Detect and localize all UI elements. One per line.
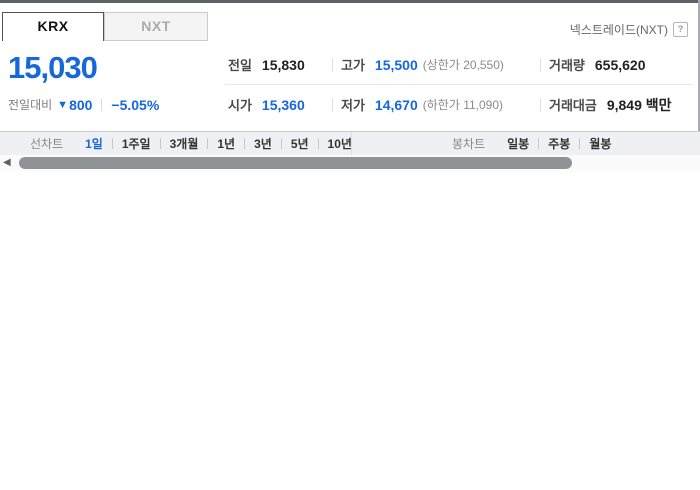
cell-value: 14,670 [374,96,418,113]
price-change-row: 전일대비 ▼ 800 −5.05% [8,96,159,113]
cell-prev-close: 전일 15,830 [225,45,332,84]
cell-volume: 거래량 655,620 [540,45,693,84]
chart-horizontal-scrollbar: ◀ [0,155,700,172]
divider [159,138,161,149]
cell-open: 시가 15,360 [225,85,332,124]
help-icon[interactable]: ? [673,22,688,37]
tab-krx[interactable]: KRX [2,12,104,41]
cell-value: 15,830 [261,56,305,73]
period-1day[interactable]: 1일 [85,137,103,151]
period-daily-candle[interactable]: 일봉 [507,137,530,151]
divider [111,138,113,149]
nextrade-label: 넥스트레이드(NXT) [569,23,668,37]
change-value: 800 [69,96,93,113]
line-chart-label: 선차트 [30,137,64,151]
upper-limit-note: (상한가 20,550) [422,58,504,72]
cell-trade-value: 거래대금 9,849 백만 [540,85,693,124]
down-arrow-icon: ▼ [57,98,69,111]
period-5year[interactable]: 5년 [290,137,309,151]
cell-label: 전일 [228,58,252,73]
change-percent: −5.05% [111,96,160,113]
cell-label: 거래대금 [549,98,597,113]
cell-label: 고가 [341,58,365,73]
table-row: 시가 15,360 저가 14,670 (하한가 11,090) 거래대금 9,… [225,84,693,124]
period-10year[interactable]: 10년 [327,137,352,151]
tab-nxt[interactable]: NXT [104,12,208,41]
candle-chart-group: 봉차트 일봉 주봉 월봉 [452,132,620,155]
table-row: 전일 15,830 고가 15,500 (상한가 20,550) 거래량 655… [225,45,693,84]
divider [317,138,319,149]
candle-chart-label: 봉차트 [452,137,486,151]
scrollbar-thumb[interactable] [19,157,572,169]
current-price: 15,030 [8,50,98,85]
top-edge-bar [0,0,700,3]
cell-label: 시가 [228,98,252,113]
divider [101,98,103,111]
cell-label: 거래량 [549,58,585,73]
divider [538,138,540,149]
quote-summary-table: 전일 15,830 고가 15,500 (상한가 20,550) 거래량 655… [225,45,693,124]
cell-label: 저가 [341,98,365,113]
divider [244,138,246,149]
divider [280,138,282,149]
nextrade-header: 넥스트레이드(NXT) ? [570,21,688,38]
period-weekly-candle[interactable]: 주봉 [548,137,571,151]
period-3year[interactable]: 3년 [254,137,272,151]
scroll-left-arrow-icon[interactable]: ◀ [3,157,11,168]
lower-limit-note: (하한가 11,090) [422,98,504,112]
window-vertical-scrollbar[interactable] [698,0,700,155]
cell-value: 9,849 백만 [606,96,672,113]
change-label: 전일대비 [8,98,53,112]
cell-high: 고가 15,500 (상한가 20,550) [332,45,540,84]
divider [207,138,209,149]
cell-value: 15,360 [261,96,305,113]
period-monthly-candle[interactable]: 월봉 [589,137,612,151]
line-chart-group: 선차트 1일 1주일 3개월 1년 3년 5년 10년 [30,132,361,155]
chart-period-toolbar: 선차트 1일 1주일 3개월 1년 3년 5년 10년 봉차트 일봉 주봉 월봉 [0,131,700,155]
period-1year[interactable]: 1년 [217,137,236,151]
toolbar-group-divider [351,132,352,155]
period-1week[interactable]: 1주일 [121,137,151,151]
chart-area [0,172,700,490]
period-3month[interactable]: 3개월 [169,137,199,151]
cell-low: 저가 14,670 (하한가 11,090) [332,85,540,124]
cell-value: 655,620 [594,56,646,73]
divider [579,138,581,149]
cell-value: 15,500 [374,56,418,73]
